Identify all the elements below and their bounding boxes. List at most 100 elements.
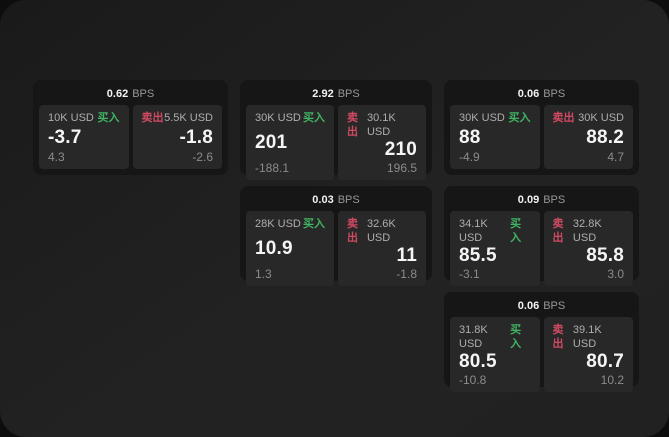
buy-value: 85.5: [459, 245, 497, 266]
sell-value: 210: [384, 139, 417, 160]
buy-sub-value: -4.9: [459, 150, 480, 164]
sell-panel[interactable]: 卖出 30.1K USD 210 196.5: [338, 105, 426, 180]
sell-sub-value: 196.5: [386, 161, 417, 175]
bps-unit-label: BPS: [337, 88, 360, 100]
spread-card: 0.06 BPS 31.8K USD 买入 80.5 -10.8 卖出 39.1K…: [444, 292, 639, 392]
buy-panel-top: 28K USD 买入: [255, 217, 325, 231]
buy-amount: 30K USD: [459, 112, 505, 124]
buy-side-label: 买入: [510, 324, 522, 350]
sell-amount: 32.8K USD: [572, 218, 602, 244]
spread-card: 2.92 BPS 30K USD 买入 201 -188.1 卖出 30.1K U…: [240, 80, 432, 180]
card-header: 2.92 BPS: [246, 85, 426, 103]
sell-sub-value: 10.2: [600, 373, 624, 387]
buy-amount: 28K USD: [255, 218, 301, 230]
buy-panel-top: 31.8K USD 买入: [459, 323, 531, 351]
bps-unit-label: BPS: [543, 194, 566, 206]
sell-value: 88.2: [586, 126, 624, 148]
bps-value: 0.06: [517, 88, 540, 100]
bps-unit-label: BPS: [132, 88, 155, 100]
sell-panel[interactable]: 卖出 39.1K USD 80.7 10.2: [543, 317, 633, 392]
buy-sub-value: -3.1: [459, 267, 480, 281]
buy-side-label: 买入: [510, 218, 522, 244]
buy-value: 88: [459, 126, 481, 148]
buy-value: 10.9: [255, 238, 293, 259]
sell-panel[interactable]: 卖出 5.5K USD -1.8 -2.6: [132, 105, 222, 169]
buy-panel[interactable]: 34.1K USD 买入 85.5 -3.1: [450, 211, 540, 286]
buy-amount: 10K USD: [48, 112, 94, 124]
sell-side-label: 卖出: [552, 324, 564, 350]
spread-card: 0.03 BPS 28K USD 买入 10.9 1.3 卖出 32.6K USD…: [240, 186, 432, 286]
sell-side-label: 卖出: [141, 112, 164, 124]
sell-sub-value: -1.8: [396, 267, 417, 281]
sell-amount: 30K USD: [578, 112, 624, 124]
card-header: 0.03 BPS: [246, 191, 426, 209]
sell-sub-value: 4.7: [607, 150, 624, 164]
sell-side-label: 卖出: [347, 218, 358, 244]
buy-panel-top: 30K USD 买入: [255, 111, 325, 125]
buy-value: 201: [255, 132, 288, 153]
buy-panel-top: 34.1K USD 买入: [459, 217, 531, 245]
card-header: 0.06 BPS: [450, 85, 633, 103]
sell-panel[interactable]: 卖出 30K USD 88.2 4.7: [543, 105, 633, 169]
sell-panel[interactable]: 卖出 32.6K USD 11 -1.8: [338, 211, 426, 286]
sell-side-label: 卖出: [552, 112, 575, 124]
buy-panel[interactable]: 30K USD 买入 201 -188.1: [246, 105, 334, 180]
sell-panel-top: 卖出 5.5K USD: [142, 111, 214, 125]
quote-panels: 34.1K USD 买入 85.5 -3.1 卖出 32.8K USD 85.8…: [450, 211, 633, 286]
buy-side-label: 买入: [303, 218, 325, 230]
sell-amount: 32.6K USD: [366, 218, 396, 244]
buy-panel[interactable]: 30K USD 买入 88 -4.9: [450, 105, 540, 169]
card-header: 0.62 BPS: [39, 85, 222, 103]
sell-side-label: 卖出: [347, 112, 358, 138]
sell-value: 11: [396, 245, 417, 266]
buy-amount: 30K USD: [255, 112, 301, 124]
buy-value: -3.7: [48, 126, 82, 148]
bps-value: 0.62: [106, 88, 129, 100]
buy-panel-top: 30K USD 买入: [459, 111, 531, 125]
quote-panels: 10K USD 买入 -3.7 4.3 卖出 5.5K USD -1.8 -2.…: [39, 105, 222, 169]
card-header: 0.09 BPS: [450, 191, 633, 209]
sell-sub-value: -2.6: [192, 150, 213, 164]
buy-amount: 34.1K USD: [459, 218, 488, 244]
sell-panel-top: 卖出 30K USD: [553, 111, 625, 125]
bps-value: 0.06: [517, 300, 540, 312]
buy-side-label: 买入: [508, 112, 531, 124]
sell-panel-top: 卖出 32.8K USD: [553, 217, 625, 245]
buy-panel[interactable]: 31.8K USD 买入 80.5 -10.8: [450, 317, 540, 392]
spread-card: 0.09 BPS 34.1K USD 买入 85.5 -3.1 卖出 32.8K …: [444, 186, 639, 286]
sell-value: 80.7: [586, 351, 624, 372]
buy-sub-value: 4.3: [48, 150, 65, 164]
sell-panel-top: 卖出 30.1K USD: [347, 111, 417, 139]
buy-sub-value: -10.8: [459, 373, 487, 387]
buy-amount: 31.8K USD: [459, 324, 488, 350]
sell-side-label: 卖出: [552, 218, 564, 244]
sell-value: 85.8: [586, 245, 624, 266]
buy-panel[interactable]: 10K USD 买入 -3.7 4.3: [39, 105, 129, 169]
sell-panel[interactable]: 卖出 32.8K USD 85.8 3.0: [543, 211, 633, 286]
bps-value: 0.03: [312, 194, 334, 206]
sell-amount: 5.5K USD: [164, 112, 213, 124]
buy-side-label: 买入: [303, 112, 325, 124]
quote-panels: 28K USD 买入 10.9 1.3 卖出 32.6K USD 11 -1.8: [246, 211, 426, 286]
bps-value: 2.92: [312, 88, 334, 100]
quote-panels: 30K USD 买入 201 -188.1 卖出 30.1K USD 210 1…: [246, 105, 426, 180]
buy-panel[interactable]: 28K USD 买入 10.9 1.3: [246, 211, 334, 286]
bps-unit-label: BPS: [543, 88, 566, 100]
bps-unit-label: BPS: [543, 300, 566, 312]
sell-amount: 30.1K USD: [366, 112, 396, 138]
buy-panel-top: 10K USD 买入: [48, 111, 120, 125]
buy-value: 80.5: [459, 351, 497, 372]
quote-panels: 30K USD 买入 88 -4.9 卖出 30K USD 88.2 4.7: [450, 105, 633, 169]
card-header: 0.06 BPS: [450, 297, 633, 315]
cards-grid: 0.62 BPS 10K USD 买入 -3.7 4.3 卖出 5.5K USD …: [33, 80, 639, 392]
sell-panel-top: 卖出 39.1K USD: [553, 323, 625, 351]
buy-sub-value: 1.3: [255, 267, 272, 281]
bps-unit-label: BPS: [337, 194, 360, 206]
sell-sub-value: 3.0: [607, 267, 624, 281]
sell-value: -1.8: [179, 126, 213, 148]
spread-card: 0.06 BPS 30K USD 买入 88 -4.9 卖出 30K USD 88…: [444, 80, 639, 175]
buy-side-label: 买入: [97, 112, 120, 124]
quote-panels: 31.8K USD 买入 80.5 -10.8 卖出 39.1K USD 80.…: [450, 317, 633, 392]
buy-sub-value: -188.1: [255, 161, 290, 175]
